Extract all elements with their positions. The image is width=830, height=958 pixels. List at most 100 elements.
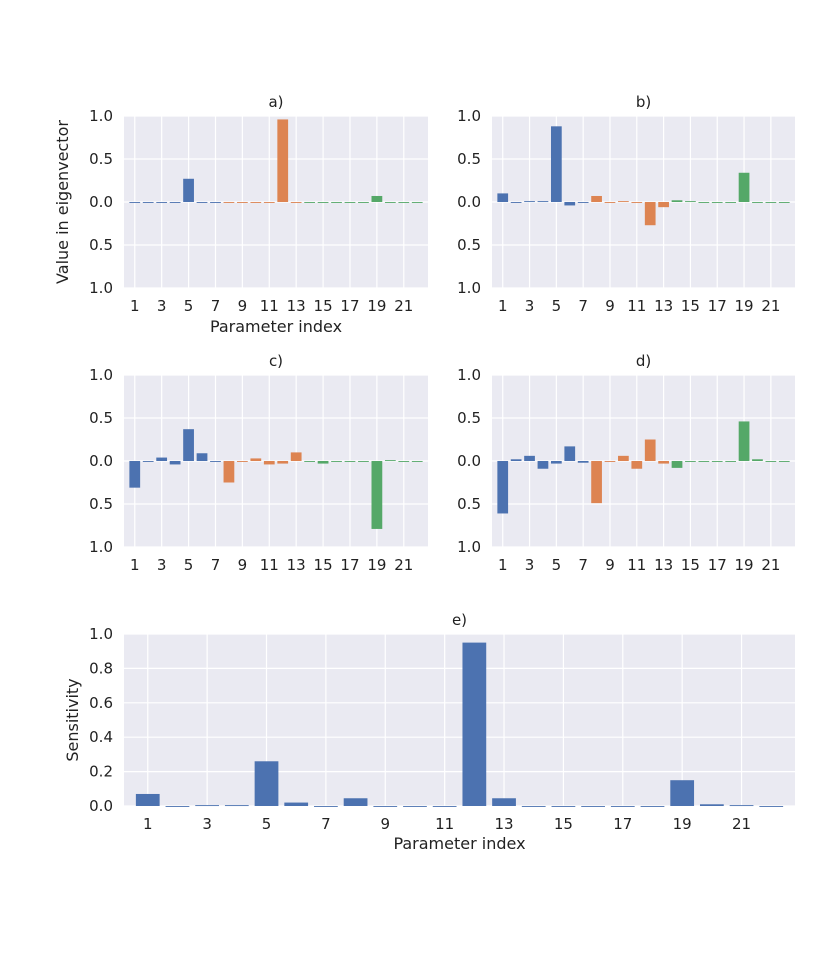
chart-0-bar: [290, 202, 302, 203]
chart-1-xtick-label: 11: [627, 297, 646, 315]
chart-3-bar: [778, 461, 790, 462]
chart-4-xtick-label: 17: [613, 815, 632, 833]
chart-4-bar: [581, 806, 605, 807]
chart-4-ytick-label: 0.6: [89, 694, 113, 712]
chart-0-bar: [263, 202, 275, 203]
chart-0-ylabel: Value in eigenvector: [53, 120, 72, 284]
chart-0-bar: [371, 195, 383, 202]
chart-2-title: c): [269, 352, 283, 370]
chart-4-bar: [314, 806, 338, 807]
chart-0-ytick-label: 1.0: [89, 279, 113, 297]
chart-1-bar: [591, 195, 602, 202]
chart-2-bar: [142, 461, 154, 462]
chart-4-bar: [432, 806, 457, 807]
chart-4-bar: [373, 806, 398, 807]
chart-1-xtick-label: 17: [708, 297, 727, 315]
chart-4-bar: [759, 806, 784, 807]
chart-3-xtick-label: 5: [552, 556, 562, 574]
chart-1-bar: [631, 202, 643, 203]
chart-2-xtick-label: 19: [367, 556, 386, 574]
chart-4-bar: [135, 793, 160, 806]
chart-0-xtick-label: 7: [211, 297, 221, 315]
chart-0-xtick-label: 21: [394, 297, 413, 315]
chart-2-bar: [358, 461, 369, 462]
chart-3-xtick-label: 19: [735, 556, 754, 574]
chart-2-bar: [398, 461, 410, 462]
chart-4-bar: [640, 806, 665, 807]
chart-4-bar: [224, 805, 249, 807]
chart-2-bar: [277, 461, 289, 464]
chart-3-bar: [644, 439, 656, 461]
chart-4-bar: [462, 642, 487, 806]
chart-1-bar: [752, 202, 763, 203]
chart-1-xtick-label: 9: [605, 297, 615, 315]
chart-2-xtick-label: 15: [314, 556, 333, 574]
chart-1-bar: [685, 201, 696, 203]
chart-4-bar: [699, 804, 724, 806]
chart-1-xtick-label: 21: [761, 297, 780, 315]
chart-1-bar: [738, 172, 750, 202]
chart-1-bar: [510, 202, 522, 203]
chart-4-bar: [551, 806, 576, 807]
chart-2-ytick-label: 0.0: [89, 452, 113, 470]
chart-0-bar: [142, 202, 154, 203]
chart-2-ytick-label: 0.5: [89, 495, 113, 513]
chart-4-ytick-label: 0.8: [89, 659, 113, 677]
chart-1-bar: [658, 202, 669, 208]
chart-2-bar: [331, 461, 342, 462]
chart-0-bar: [344, 202, 356, 203]
chart-4-bar: [254, 761, 279, 806]
chart-3-ytick-label: 0.0: [457, 452, 481, 470]
chart-3-bar: [510, 459, 522, 461]
chart-0-bar: [196, 202, 208, 203]
chart-2-bar: [290, 452, 302, 461]
chart-3-bar: [550, 461, 562, 464]
chart-4-plot-area: [124, 634, 795, 806]
chart-2-bar: [210, 461, 221, 462]
chart-3-bar: [685, 461, 696, 462]
chart-3-ytick-label: 0.5: [457, 495, 481, 513]
chart-3-title: d): [636, 352, 651, 370]
chart-3-bar: [537, 461, 549, 469]
chart-2-xtick-label: 9: [238, 556, 248, 574]
chart-2-bar: [263, 461, 275, 465]
chart-3-bar: [738, 421, 750, 461]
chart-1-bar: [725, 202, 737, 203]
chart-3-bar: [564, 446, 576, 461]
chart-0-bar: [223, 202, 235, 203]
chart-1-xtick-label: 15: [681, 297, 700, 315]
chart-4-xtick-label: 3: [202, 815, 212, 833]
chart-0-bar: [331, 202, 342, 203]
chart-1-xtick-label: 3: [525, 297, 535, 315]
chart-1-bar: [698, 202, 710, 203]
chart-1-xtick-label: 1: [498, 297, 508, 315]
chart-0-bar: [398, 202, 410, 203]
chart-0-xtick-label: 17: [340, 297, 359, 315]
chart-4-xtick-label: 5: [262, 815, 272, 833]
chart-4-ylabel: Sensitivity: [63, 678, 82, 761]
chart-1-xtick-label: 19: [735, 297, 754, 315]
chart-2-bar: [371, 461, 383, 529]
chart-3-bar: [711, 461, 723, 462]
chart-3-bar: [631, 461, 643, 469]
chart-1-xtick-label: 7: [578, 297, 588, 315]
chart-2-bar: [169, 461, 181, 465]
chart-3-bar: [658, 461, 669, 464]
chart-2-bar: [344, 461, 356, 462]
chart-2-bar: [183, 429, 194, 461]
chart-2-xtick-label: 21: [394, 556, 413, 574]
chart-4-xtick-label: 15: [554, 815, 573, 833]
chart-1-xtick-label: 5: [552, 297, 562, 315]
chart-1-bar: [537, 201, 549, 203]
chart-0-bar: [210, 202, 221, 203]
chart-0-xtick-label: 19: [367, 297, 386, 315]
chart-3-xtick-label: 21: [761, 556, 780, 574]
chart-3-bar: [497, 461, 509, 514]
chart-2-xtick-label: 5: [184, 556, 194, 574]
chart-0-xtick-label: 15: [314, 297, 333, 315]
chart-0-xtick-label: 9: [238, 297, 248, 315]
chart-0-bar: [236, 202, 248, 203]
chart-3-xtick-label: 13: [654, 556, 673, 574]
chart-2-bar: [317, 461, 329, 464]
